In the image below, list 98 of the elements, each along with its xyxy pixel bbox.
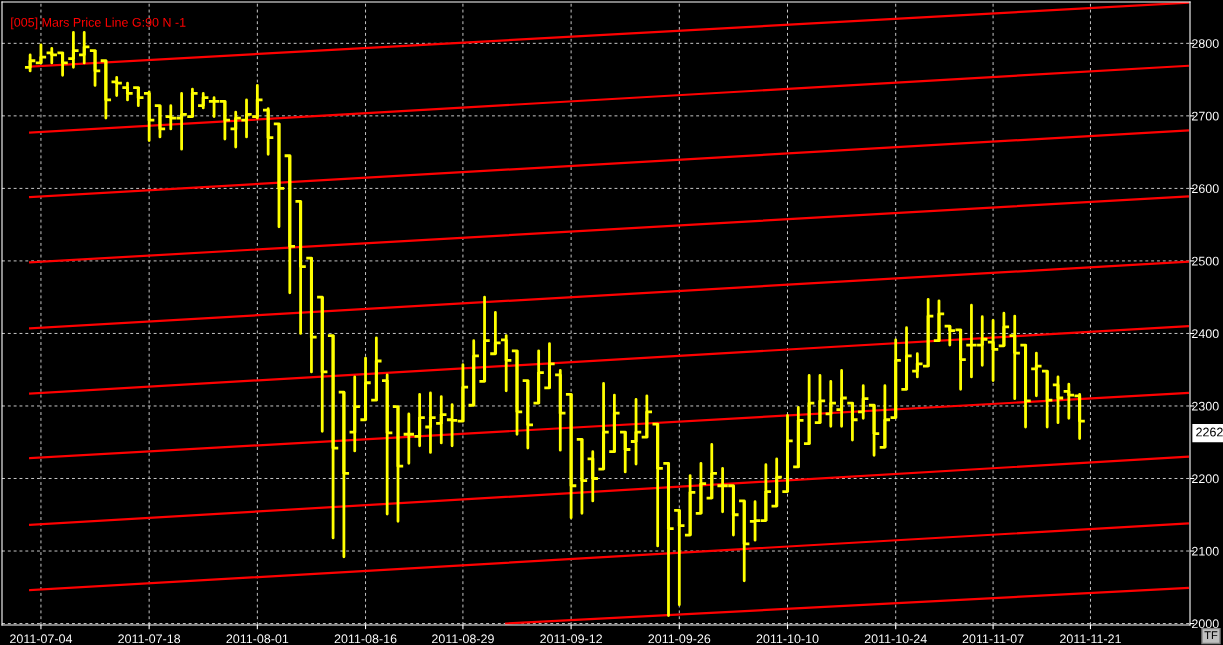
- candlestick: [652, 422, 663, 548]
- candlestick: [122, 81, 133, 102]
- candlestick: [143, 90, 155, 142]
- candlestick: [998, 311, 1010, 348]
- x-tick-label: 2011-10-24: [864, 634, 927, 644]
- candlestick: [803, 374, 815, 446]
- candlestick: [836, 369, 847, 428]
- candlestick: [273, 122, 285, 229]
- candlestick: [338, 390, 350, 559]
- candlestick: [522, 379, 534, 450]
- y-tick-label: 2700: [1192, 111, 1219, 121]
- candlestick: [825, 379, 836, 428]
- x-tick-label: 2011-08-29: [432, 634, 494, 644]
- x-tick-label: 2011-08-01: [226, 634, 289, 644]
- candlestick: [1009, 314, 1020, 401]
- candlestick: [555, 369, 566, 452]
- candlestick: [490, 311, 501, 356]
- candlestick: [587, 450, 598, 503]
- candlestick: [284, 154, 295, 295]
- candlestick: [154, 104, 166, 139]
- candlestick: [695, 461, 707, 515]
- candlestick: [295, 200, 306, 335]
- candlestick: [609, 393, 620, 454]
- candlestick: [501, 334, 512, 393]
- candlestick: [327, 334, 339, 540]
- x-tick-label: 2011-09-26: [648, 634, 711, 644]
- candlestick: [57, 51, 68, 77]
- text: [005] Mars Price Line G:90 N -1: [11, 17, 186, 30]
- candlestick: [35, 43, 47, 65]
- candlestick: [922, 297, 934, 368]
- candlestick: [382, 373, 393, 516]
- x-tick-label: 2011-07-18: [118, 634, 181, 644]
- candlestick: [814, 374, 826, 425]
- candlestick: [901, 326, 912, 391]
- candlestick: [1020, 343, 1031, 429]
- candlestick: [793, 406, 804, 469]
- y-tick-label: 2500: [1192, 256, 1219, 266]
- y-tick-label: 2400: [1192, 329, 1219, 339]
- candlestick: [739, 499, 750, 583]
- candlestick: [111, 76, 122, 97]
- candlestick: [663, 461, 674, 617]
- candlestick: [436, 395, 447, 445]
- candlestick: [641, 394, 653, 439]
- candlestick: [782, 414, 793, 493]
- candlestick: [89, 49, 101, 87]
- candlestick: [565, 392, 577, 520]
- candlestick: [987, 319, 999, 382]
- candlestick: [230, 110, 241, 149]
- x-tick-label: 2011-11-21: [1060, 634, 1121, 644]
- candlestick: [479, 295, 490, 383]
- candlestick: [706, 443, 717, 500]
- candlestick: [511, 349, 523, 436]
- candlestick: [133, 86, 144, 108]
- candlestick: [533, 349, 544, 405]
- candlestick: [24, 53, 36, 73]
- candlestick: [198, 91, 209, 110]
- candlestick: [933, 299, 945, 343]
- candlestick: [674, 509, 685, 607]
- candlestick: [371, 336, 382, 402]
- candlestick: [620, 430, 631, 474]
- x-tick-label: 2011-09-12: [540, 634, 602, 644]
- y-tick-label: 2300: [1192, 401, 1219, 411]
- candlestick: [392, 405, 404, 523]
- candlestick: [360, 356, 371, 422]
- candlestick: [79, 31, 90, 65]
- candlestick: [771, 457, 782, 508]
- candlestick: [630, 398, 642, 466]
- candlestick: [1052, 375, 1064, 425]
- candlestick: [100, 59, 112, 120]
- candlestick: [858, 384, 869, 420]
- candlestick: [468, 339, 479, 407]
- x-tick-label: 2011-11-07: [962, 634, 1024, 644]
- y-tick-label: 2600: [1192, 184, 1219, 194]
- y-tick-label: 2200: [1192, 474, 1219, 484]
- text: TF: [1204, 631, 1218, 639]
- candlestick: [68, 31, 79, 69]
- y-tick-label: 2000: [1192, 619, 1219, 629]
- y-tick-label: 2100: [1192, 546, 1219, 556]
- x-tick-label: 2011-07-04: [10, 634, 73, 644]
- candlestick: [46, 47, 57, 65]
- candlestick: [425, 391, 436, 454]
- candlestick: [1031, 351, 1042, 398]
- candlestick: [349, 375, 360, 453]
- candlestick: [544, 342, 555, 390]
- y-tick-label: 2800: [1192, 39, 1219, 48]
- x-tick-label: 2011-10-10: [756, 634, 819, 644]
- candlestick: [1042, 369, 1053, 429]
- candlestick: [847, 401, 858, 442]
- candlestick: [684, 474, 696, 537]
- text: 2262: [1196, 427, 1223, 437]
- candlestick: [868, 403, 880, 457]
- candlestick: [262, 107, 274, 156]
- candlestick: [306, 256, 317, 374]
- candlestick: [317, 295, 328, 433]
- candlestick: [576, 437, 588, 515]
- candlestick: [912, 352, 923, 379]
- x-tick-label: 2011-08-16: [334, 634, 397, 644]
- candlestick: [598, 382, 609, 471]
